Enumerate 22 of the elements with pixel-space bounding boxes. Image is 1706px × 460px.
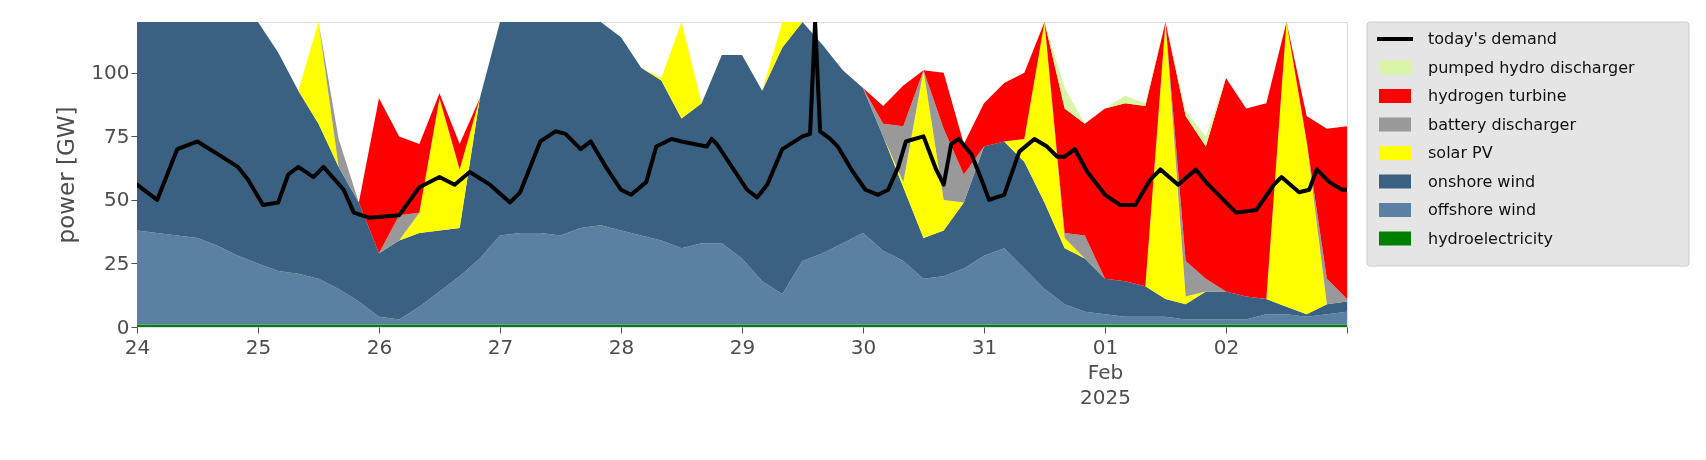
legend-label: pumped hydro discharger (1428, 57, 1635, 77)
y-tick-label: 50 (104, 187, 130, 212)
x-tick-label: 02 (1213, 334, 1240, 359)
x-tick-label: 31 (971, 334, 998, 359)
legend-label: today's demand (1428, 29, 1557, 48)
legend-label: hydroelectricity (1428, 228, 1553, 248)
y-tick-label: 25 (104, 250, 130, 275)
y-tick-label: 100 (91, 60, 130, 85)
x-tick-label: 29 (729, 334, 756, 359)
x-tick-label: 26 (366, 334, 393, 359)
x-tick-label: 27 (487, 334, 514, 359)
legend-label: offshore wind (1428, 200, 1537, 219)
legend-label: hydrogen turbine (1428, 86, 1567, 105)
x-tick-label: 01 Feb 2025 (1080, 334, 1131, 409)
y-tick-label: 75 (104, 123, 130, 148)
legend-label: solar PV (1428, 143, 1493, 162)
legend-label: onshore wind (1428, 171, 1536, 191)
x-tick-label: 28 (608, 334, 635, 359)
y-axis-title: power [GW] (53, 106, 80, 244)
x-tick-label: 25 (245, 334, 272, 359)
legend-label: battery discharger (1428, 114, 1577, 134)
x-tick-label: 30 (850, 334, 877, 359)
